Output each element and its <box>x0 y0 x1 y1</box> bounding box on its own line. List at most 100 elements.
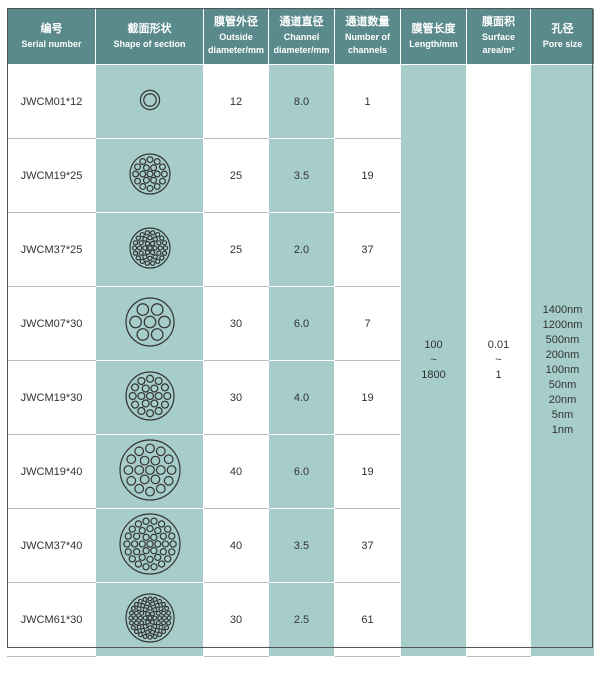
channel <box>149 611 155 617</box>
channel <box>136 245 142 251</box>
channel <box>149 399 158 408</box>
section-shape <box>124 297 175 347</box>
channel <box>151 254 158 260</box>
channel <box>141 563 150 571</box>
channel <box>154 603 160 609</box>
section-cell <box>95 286 204 361</box>
channel <box>135 606 141 612</box>
table-row: JWCM19*30 30 4.0 19 <box>7 360 595 435</box>
channel <box>141 245 148 251</box>
channel-diameter: 6.0 <box>268 286 335 361</box>
outside-diameter: 30 <box>203 286 269 361</box>
channel <box>144 629 150 635</box>
length-text: 100 <box>424 339 443 351</box>
channel-count: 19 <box>334 138 401 213</box>
channel <box>149 384 158 393</box>
channel <box>133 610 139 616</box>
channel <box>163 525 171 533</box>
channel <box>155 240 162 246</box>
header-zh: 截面形状 <box>127 22 172 35</box>
channel <box>149 517 158 525</box>
channel <box>133 163 141 171</box>
channel <box>163 555 171 563</box>
section-shape <box>124 593 175 643</box>
channel <box>127 615 133 621</box>
channel <box>128 525 136 533</box>
channel-count: 37 <box>334 212 401 287</box>
channel <box>145 540 154 548</box>
header-cell: 膜面积 Surface area/m² <box>466 8 531 65</box>
outside-diameter: 40 <box>203 508 269 583</box>
channel <box>138 182 146 190</box>
channel <box>135 235 141 241</box>
channel <box>138 170 146 178</box>
tube-outline <box>124 297 175 347</box>
outside-diameter: 30 <box>203 360 269 435</box>
channel <box>160 610 166 616</box>
channel <box>159 548 167 556</box>
channel <box>153 170 161 178</box>
pore-text: 20nm <box>548 394 577 406</box>
channel <box>155 483 166 494</box>
channel <box>161 540 169 548</box>
header-en: Pore size <box>542 38 583 49</box>
channel <box>154 391 163 401</box>
header-en: Channel diameter/mm <box>273 32 330 55</box>
channel <box>163 454 174 465</box>
channel <box>136 391 145 401</box>
pore-cell: 1400nm 1200nm 500nm 200nm 100nm 50nm 20nm 5nm 1n… <box>530 64 595 657</box>
channel <box>167 532 175 540</box>
header-cell: 膜管外径 Outside diameter/mm <box>203 8 269 65</box>
header-zh: 孔径 <box>551 22 574 35</box>
channel <box>138 553 146 562</box>
pore-text: 1nm <box>551 424 574 436</box>
tube-outline <box>139 89 160 111</box>
channel <box>158 624 164 630</box>
channel <box>134 520 142 528</box>
channel <box>133 446 144 457</box>
channel <box>143 315 156 329</box>
channel <box>122 465 133 475</box>
channel <box>145 555 154 564</box>
channel <box>158 606 164 612</box>
channel <box>149 629 155 635</box>
channel <box>141 254 148 260</box>
channel <box>167 548 175 556</box>
channel <box>141 533 150 542</box>
channel <box>154 376 163 386</box>
channel <box>144 260 150 266</box>
channel <box>149 563 158 571</box>
length-cell: 100 ~1800 <box>400 64 467 657</box>
channel <box>159 532 167 540</box>
section-shape <box>118 439 181 501</box>
pore-text: 5nm <box>551 409 574 421</box>
channel <box>142 623 148 629</box>
header-cell: 截面形状 Shape of section <box>95 8 204 65</box>
channel <box>124 548 132 556</box>
channel <box>153 158 161 166</box>
header-zh: 膜管长度 <box>411 22 456 35</box>
channel <box>131 170 139 178</box>
channel <box>130 400 139 409</box>
table-body: JWCM01*12 12 8.0 1 100 ~1800 0.01 ~1 1400nm 1200n… <box>7 64 595 657</box>
channel-count: 61 <box>334 582 401 657</box>
pore-text: 500nm <box>545 334 580 346</box>
channel <box>144 611 150 617</box>
outside-diameter: 12 <box>203 64 269 139</box>
channel <box>137 632 143 638</box>
area-text: ~ <box>495 354 502 366</box>
table-row: JWCM19*25 25 3.5 19 <box>7 138 595 213</box>
tube-outline <box>124 371 175 421</box>
channel <box>149 619 155 625</box>
tube-outline <box>118 513 181 575</box>
channel <box>146 170 153 178</box>
channel-diameter: 2.5 <box>268 582 335 657</box>
length-text: 1800 <box>421 369 446 381</box>
channel <box>151 634 157 640</box>
channel <box>144 601 150 607</box>
channel-count: 19 <box>334 434 401 509</box>
channel <box>142 176 150 184</box>
channel <box>144 619 150 625</box>
header-en: Shape of section <box>113 38 186 49</box>
